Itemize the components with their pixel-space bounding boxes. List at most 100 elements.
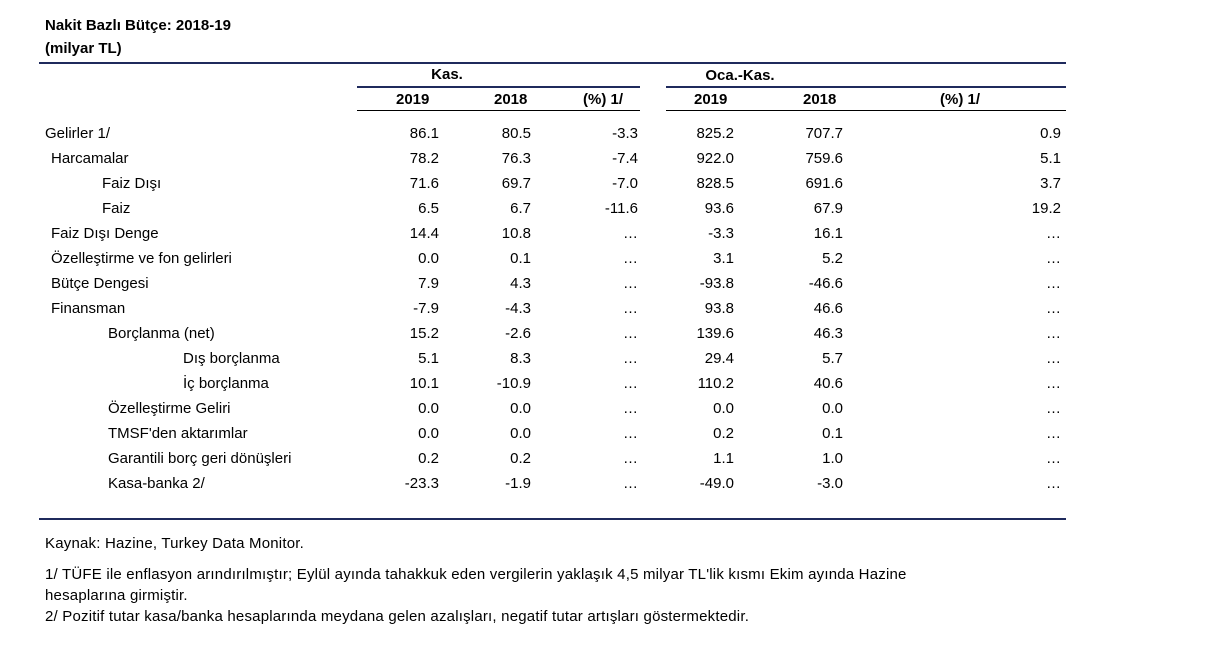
- cell-value: 110.2: [697, 375, 734, 392]
- row-label: Faiz Dışı Denge: [51, 225, 159, 242]
- cell-value: 0.2: [418, 450, 439, 467]
- table-row: Garantili borç geri dönüşleri 0.2 0.2 … 1.1 1…: [0, 450, 1210, 475]
- column-rule-kas: [357, 110, 640, 111]
- top-rule: [39, 62, 1066, 64]
- cell-value: 759.6: [805, 150, 843, 167]
- cell-value: 3.1: [713, 250, 734, 267]
- cell-value: -93.8: [699, 275, 734, 292]
- cell-value: …: [623, 475, 638, 492]
- cell-value: 93.8: [704, 300, 734, 317]
- cell-value: 0.0: [713, 400, 734, 417]
- row-label: Faiz Dışı: [102, 175, 162, 192]
- column-header-kas-pct: (%) 1/: [583, 91, 624, 108]
- cell-value: 19.2: [1031, 200, 1061, 217]
- cell-value: 3.7: [1040, 175, 1061, 192]
- table-row: Faiz Dışı Denge 14.4 10.8… -3.3 16.1…: [0, 225, 1210, 250]
- cell-value: 0.0: [510, 400, 531, 417]
- group-header-oca-kas: Oca.-Kas.: [705, 67, 775, 84]
- cell-value: -7.9: [413, 300, 439, 317]
- cell-value: …: [1046, 350, 1061, 367]
- cell-value: …: [1046, 225, 1061, 242]
- cell-value: …: [1046, 425, 1061, 442]
- footnote-1-line-2: hesaplarına girmiştir.: [45, 587, 188, 604]
- row-label: Kasa-banka 2/: [108, 475, 205, 492]
- cell-value: 825.2: [696, 125, 734, 142]
- cell-value: 14.4: [409, 225, 439, 242]
- cell-value: 1.0: [822, 450, 843, 467]
- column-header-kas-2018: 2018: [494, 91, 528, 108]
- column-header-ocakas-pct: (%) 1/: [940, 91, 981, 108]
- cell-value: -10.9: [496, 375, 531, 392]
- row-label: Özelleştirme Geliri: [108, 400, 231, 417]
- cell-value: …: [623, 425, 638, 442]
- cell-value: -7.0: [612, 175, 638, 192]
- row-label: Dış borçlanma: [183, 350, 280, 367]
- cell-value: 8.3: [510, 350, 531, 367]
- cell-value: 10.1: [409, 375, 439, 392]
- cell-value: …: [1046, 450, 1061, 467]
- row-label: Harcamalar: [51, 150, 129, 167]
- column-header-ocakas-2018: 2018: [803, 91, 837, 108]
- cell-value: -11.6: [604, 200, 638, 217]
- cell-value: -7.4: [612, 150, 638, 167]
- cell-value: 0.0: [418, 250, 439, 267]
- table-row: Finansman -7.9 -4.3… 93.8 46.6…: [0, 300, 1210, 325]
- cell-value: 69.7: [501, 175, 531, 192]
- cell-value: 707.7: [805, 125, 843, 142]
- cell-value: …: [623, 275, 638, 292]
- cell-value: 86.1: [409, 125, 439, 142]
- table-row: Özelleştirme Geliri 0.0 0.0… 0.0 0.0…: [0, 400, 1210, 425]
- cell-value: 78.2: [409, 150, 439, 167]
- column-header-ocakas-2019: 2019: [694, 91, 728, 108]
- cell-value: 10.8: [501, 225, 531, 242]
- cell-value: -49.0: [699, 475, 734, 492]
- cell-value: …: [1046, 300, 1061, 317]
- row-label: Özelleştirme ve fon gelirleri: [51, 250, 232, 267]
- group-header-kas: Kas.: [431, 66, 463, 83]
- cell-value: 7.9: [418, 275, 439, 292]
- table-row: Borçlanma (net) 15.2 -2.6… 139.6 46.3…: [0, 325, 1210, 350]
- cell-value: 67.9: [813, 200, 843, 217]
- table-row: Özelleştirme ve fon gelirleri 0.0 0.1 … 3.1 5…: [0, 250, 1210, 275]
- cell-value: 46.3: [813, 325, 843, 342]
- cell-value: 4.3: [510, 275, 531, 292]
- cell-value: 40.6: [813, 375, 843, 392]
- cell-value: …: [623, 375, 638, 392]
- cell-value: …: [623, 400, 638, 417]
- cell-value: 691.6: [805, 175, 843, 192]
- cell-value: 5.1: [1040, 150, 1061, 167]
- table-row: Bütçe Dengesi 7.9 4.3… -93.8 -46.6…: [0, 275, 1210, 300]
- table-row: İç borçlanma 10.1 -10.9… 110.2 40.6…: [0, 375, 1210, 400]
- group-rule-kas: [357, 86, 640, 88]
- cell-value: 0.1: [822, 425, 843, 442]
- row-label: Finansman: [51, 300, 126, 317]
- cell-value: 0.2: [510, 450, 531, 467]
- cell-value: 15.2: [409, 325, 439, 342]
- column-rule-pct: [863, 110, 1066, 111]
- cell-value: …: [623, 450, 638, 467]
- cell-value: 0.0: [418, 425, 439, 442]
- cell-value: …: [1046, 475, 1061, 492]
- cell-value: 1.1: [713, 450, 734, 467]
- cell-value: 29.4: [704, 350, 734, 367]
- cell-value: …: [1046, 400, 1061, 417]
- group-rule-oca-kas: [666, 86, 863, 88]
- cell-value: …: [1046, 250, 1061, 267]
- row-label: Bütçe Dengesi: [51, 275, 149, 292]
- row-label: Faiz: [102, 200, 131, 217]
- cell-value: 46.6: [813, 300, 843, 317]
- cell-value: 6.7: [510, 200, 531, 217]
- cell-value: -3.3: [612, 125, 638, 142]
- cell-value: -3.3: [708, 225, 734, 242]
- group-rule-pct: [863, 86, 1066, 88]
- bottom-rule: [39, 518, 1066, 520]
- table-row: Harcamalar 78.2 76.3 -7.4 922.0 759.6 5.1: [0, 150, 1210, 175]
- table-row: Dış borçlanma 5.1 8.3… 29.4 5.7…: [0, 350, 1210, 375]
- cell-value: 5.1: [418, 350, 439, 367]
- table-row: Faiz Dışı 71.6 69.7 -7.0 828.5 691.6 3.7: [0, 175, 1210, 200]
- row-label: Garantili borç geri dönüşleri: [108, 450, 292, 467]
- column-rule-oca-kas: [666, 110, 863, 111]
- cell-value: 5.7: [822, 350, 843, 367]
- cell-value: …: [1046, 375, 1061, 392]
- cell-value: -3.0: [817, 475, 843, 492]
